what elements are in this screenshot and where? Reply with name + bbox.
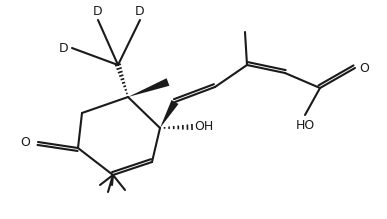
Polygon shape — [128, 78, 170, 97]
Text: HO: HO — [295, 119, 315, 132]
Text: D: D — [58, 41, 68, 55]
Text: O: O — [20, 136, 30, 148]
Text: D: D — [135, 5, 145, 18]
Text: OH: OH — [194, 120, 213, 134]
Polygon shape — [160, 100, 178, 128]
Text: O: O — [359, 62, 369, 74]
Text: D: D — [93, 5, 103, 18]
